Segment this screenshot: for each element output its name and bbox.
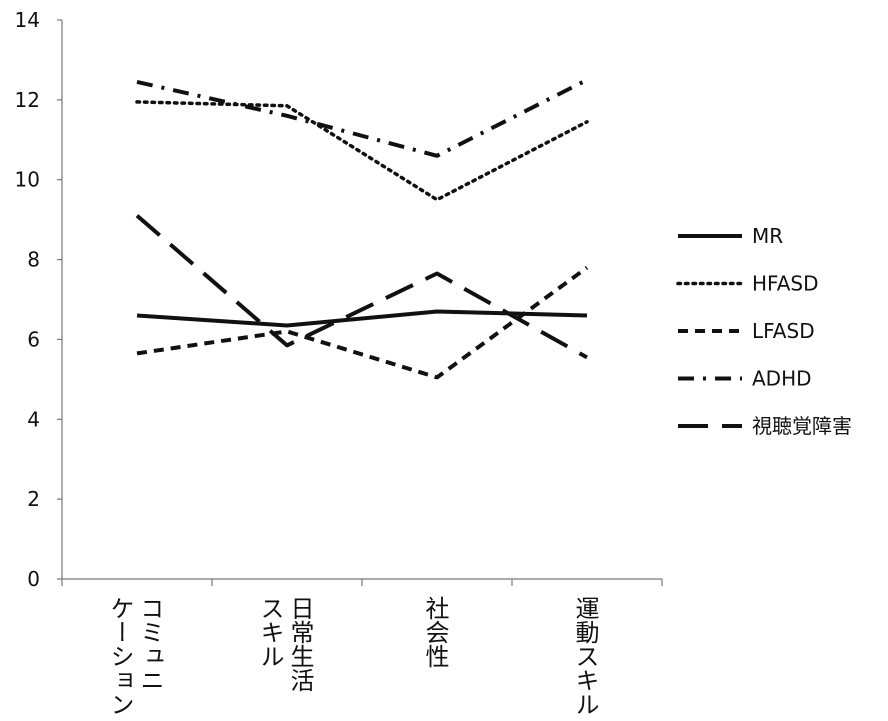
- x-category-label: 社会性: [421, 596, 449, 668]
- series-line-5: [135, 214, 588, 360]
- series-line-2: [135, 100, 589, 202]
- y-tick-label: 2: [27, 487, 40, 511]
- legend-item: MR: [678, 224, 783, 248]
- x-category-label: 運動スキル: [571, 596, 599, 716]
- series-layer: [135, 78, 589, 380]
- y-tick-label: 0: [27, 567, 40, 591]
- y-tick-label: 14: [15, 8, 40, 32]
- legend-label: LFASD: [752, 319, 815, 343]
- x-category-label-column: 日常生活: [286, 596, 314, 692]
- y-tick-label: 4: [27, 407, 40, 431]
- legend-item: HFASD: [676, 272, 818, 296]
- series-line-3: [136, 265, 589, 380]
- x-category-label-column: スキル: [256, 596, 284, 668]
- legend-label: MR: [752, 224, 783, 248]
- x-category-label-column: コミュニ: [136, 596, 164, 692]
- legend-label: ADHD: [752, 367, 812, 391]
- y-tick-label: 12: [15, 88, 40, 112]
- y-tick-label: 8: [27, 248, 40, 272]
- series-line-4: [136, 78, 588, 158]
- x-category-label-column: 社会性: [421, 596, 449, 668]
- chart-legend: MR HFASD LFASD ADHD 視聴覚障害: [676, 224, 852, 438]
- legend-label: 視聴覚障害: [752, 414, 852, 438]
- y-tick-label: 6: [27, 327, 40, 351]
- y-tick-label: 10: [15, 168, 40, 192]
- legend-label: HFASD: [752, 272, 818, 296]
- legend-item: LFASD: [678, 319, 815, 343]
- x-category-label-column: ケーション: [106, 596, 134, 716]
- legend-item: ADHD: [678, 367, 812, 391]
- legend-item: 視聴覚障害: [678, 414, 852, 438]
- x-category-label-column: 運動スキル: [571, 596, 599, 716]
